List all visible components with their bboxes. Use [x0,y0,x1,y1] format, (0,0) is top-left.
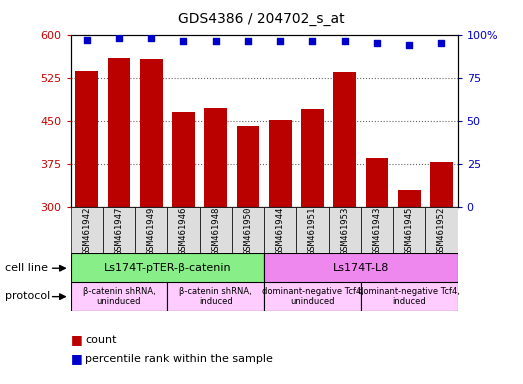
Point [437,40,446,46]
FancyBboxPatch shape [328,207,361,253]
Point [276,38,285,45]
FancyBboxPatch shape [167,207,200,253]
Text: GSM461953: GSM461953 [340,206,349,255]
Bar [237,126,259,380]
Bar [366,158,388,380]
FancyBboxPatch shape [200,207,232,253]
Text: GSM461951: GSM461951 [308,206,317,255]
Text: protocol: protocol [5,291,51,301]
Text: GSM461949: GSM461949 [147,206,156,255]
Text: dominant-negative Tcf4,
induced: dominant-negative Tcf4, induced [358,287,460,306]
Text: GSM461947: GSM461947 [115,206,123,255]
Bar [75,71,98,380]
FancyBboxPatch shape [393,207,425,253]
FancyBboxPatch shape [264,207,297,253]
Text: β-catenin shRNA,
uninduced: β-catenin shRNA, uninduced [83,287,155,306]
Bar [140,59,163,380]
Text: GSM461948: GSM461948 [211,206,220,255]
Point [179,38,188,45]
Bar [430,162,453,380]
Text: GSM461943: GSM461943 [372,206,381,255]
Bar [108,58,130,380]
Text: count: count [85,335,117,345]
Text: ■: ■ [71,353,82,366]
Text: GSM461945: GSM461945 [405,206,414,255]
Text: percentile rank within the sample: percentile rank within the sample [85,354,273,364]
Point [405,42,413,48]
Point [83,37,91,43]
Point [211,38,220,45]
FancyBboxPatch shape [135,207,167,253]
FancyBboxPatch shape [103,207,135,253]
Point [115,35,123,41]
FancyBboxPatch shape [71,282,167,311]
Text: β-catenin shRNA,
induced: β-catenin shRNA, induced [179,287,252,306]
Bar [334,72,356,380]
FancyBboxPatch shape [361,282,458,311]
Text: GDS4386 / 204702_s_at: GDS4386 / 204702_s_at [178,12,345,25]
Bar [204,108,227,380]
FancyBboxPatch shape [167,282,264,311]
FancyBboxPatch shape [425,207,458,253]
Text: cell line: cell line [5,263,48,273]
FancyBboxPatch shape [264,282,361,311]
Bar [172,112,195,380]
Text: dominant-negative Tcf4,
uninduced: dominant-negative Tcf4, uninduced [262,287,363,306]
Text: GSM461952: GSM461952 [437,206,446,255]
Bar [269,120,291,380]
Point [340,38,349,45]
Point [147,35,155,41]
FancyBboxPatch shape [71,253,264,282]
Text: GSM461950: GSM461950 [244,206,253,255]
Point [373,40,381,46]
Text: Ls174T-L8: Ls174T-L8 [333,263,389,273]
Text: GSM461946: GSM461946 [179,206,188,255]
Bar [301,109,324,380]
Bar [398,190,420,380]
FancyBboxPatch shape [232,207,264,253]
Text: Ls174T-pTER-β-catenin: Ls174T-pTER-β-catenin [104,263,231,273]
FancyBboxPatch shape [264,253,458,282]
Point [309,38,317,45]
Text: GSM461944: GSM461944 [276,206,285,255]
Text: GSM461942: GSM461942 [82,206,91,255]
FancyBboxPatch shape [71,207,103,253]
FancyBboxPatch shape [297,207,328,253]
FancyBboxPatch shape [361,207,393,253]
Point [244,38,252,45]
Text: ■: ■ [71,333,82,346]
